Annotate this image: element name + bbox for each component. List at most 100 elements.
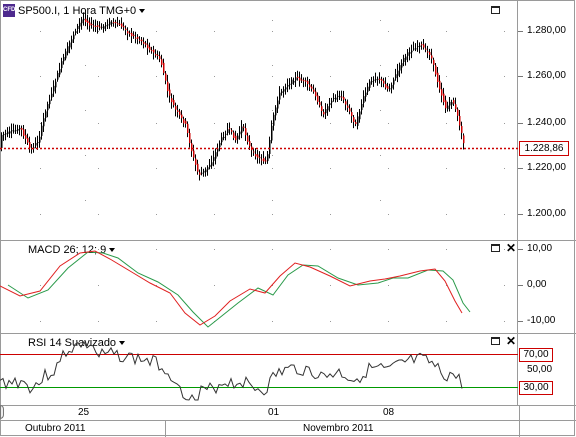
- price-candle: [127, 31, 129, 34]
- price-candle: [299, 77, 301, 81]
- price-candle: [353, 117, 355, 123]
- price-candle: [275, 107, 277, 116]
- price-candle: [361, 103, 363, 111]
- maximize-price-pane-button[interactable]: [491, 6, 500, 14]
- chevron-down-icon[interactable]: [109, 248, 116, 253]
- price-candle: [435, 65, 437, 75]
- date-axis[interactable]: 25 01 08 Outubro 2011 Novembro 2011: [0, 405, 576, 437]
- price-candle: [25, 134, 27, 139]
- price-candle: [29, 142, 31, 148]
- month-label: Outubro 2011: [25, 423, 86, 434]
- rsi-line: [0, 340, 463, 401]
- price-candle: [461, 126, 463, 133]
- price-candle: [49, 99, 51, 105]
- macd-chart[interactable]: [0, 241, 518, 334]
- price-candle: [231, 130, 233, 132]
- rsi-pane[interactable]: [0, 334, 518, 405]
- month-label: Novembro 2011: [303, 423, 374, 434]
- price-candle: [351, 112, 353, 117]
- price-candle: [307, 80, 309, 85]
- price-candle: [439, 80, 441, 90]
- price-candle: [225, 133, 227, 135]
- price-candle: [261, 159, 263, 161]
- chevron-down-icon[interactable]: [139, 9, 146, 14]
- price-candle: [51, 93, 53, 98]
- price-candle: [135, 37, 137, 39]
- price-pane-title[interactable]: SP500.I, 1 Hora TMG+0: [18, 5, 146, 17]
- price-candle: [241, 126, 243, 133]
- rsi-title[interactable]: RSI 14 Suavizado: [28, 337, 126, 349]
- price-candle: [381, 79, 383, 81]
- price-candle: [331, 100, 333, 103]
- price-chart[interactable]: [0, 0, 518, 241]
- chevron-down-icon[interactable]: [119, 341, 126, 346]
- price-candle: [223, 136, 225, 138]
- price-candle: [417, 46, 419, 48]
- price-candle: [77, 25, 79, 30]
- price-candle: [125, 28, 127, 30]
- price-candle: [293, 81, 295, 83]
- price-candle: [69, 42, 71, 48]
- price-candle: [7, 131, 9, 134]
- price-candle: [27, 137, 29, 143]
- price-candle: [425, 48, 427, 50]
- price-candle: [377, 78, 379, 80]
- price-candle: [175, 106, 177, 110]
- price-candle: [151, 50, 153, 52]
- price-candle: [457, 109, 459, 116]
- price-tick: 1.220,00: [527, 162, 566, 173]
- price-candle: [155, 53, 157, 56]
- price-candle: [23, 129, 25, 136]
- price-candle: [407, 52, 409, 56]
- price-candle: [427, 51, 429, 53]
- price-candle: [179, 111, 181, 116]
- rsi-lower-level-label: 30,00: [519, 381, 553, 395]
- rsi-upper-level-label: 70,00: [519, 348, 553, 362]
- price-tick: 1.200,00: [527, 208, 566, 219]
- price-candle: [347, 105, 349, 108]
- price-candle: [5, 133, 7, 135]
- close-icon[interactable]: ✕: [506, 241, 517, 255]
- maximize-macd-pane-button[interactable]: [491, 244, 500, 252]
- price-candle: [167, 81, 169, 92]
- scroll-handle[interactable]: [0, 405, 4, 419]
- price-candle: [97, 25, 99, 27]
- cfd-badge-icon: CFD: [3, 4, 15, 17]
- macd-pane[interactable]: [0, 241, 518, 334]
- price-candle: [313, 89, 315, 92]
- price-candle: [303, 80, 305, 82]
- price-candle: [19, 127, 21, 130]
- price-candle: [443, 93, 445, 103]
- price-candle: [413, 48, 415, 50]
- price-candle: [129, 32, 131, 34]
- price-candle: [289, 83, 291, 85]
- price-candle: [177, 110, 179, 112]
- price-candle: [321, 106, 323, 111]
- price-candle: [183, 119, 185, 124]
- price-candle: [45, 111, 47, 118]
- macd-tick: -10,00: [527, 315, 556, 326]
- close-icon[interactable]: ✕: [506, 334, 517, 348]
- maximize-rsi-pane-button[interactable]: [491, 337, 500, 345]
- price-candle: [379, 78, 381, 80]
- price-candle: [109, 21, 111, 25]
- macd-line: [0, 250, 463, 326]
- price-candle: [311, 86, 313, 89]
- rsi-chart[interactable]: [0, 334, 518, 405]
- price-candle: [335, 97, 337, 100]
- price-candle: [81, 19, 83, 24]
- price-candle: [53, 85, 55, 92]
- price-candle: [249, 141, 251, 147]
- price-candle: [193, 150, 195, 158]
- price-candle: [397, 70, 399, 76]
- price-candle: [35, 142, 37, 146]
- price-candle: [399, 65, 401, 71]
- price-candle: [185, 120, 187, 124]
- price-candle: [339, 96, 341, 98]
- price-candle: [203, 170, 205, 173]
- price-candle: [91, 23, 93, 25]
- price-pane[interactable]: [0, 0, 518, 241]
- price-candle: [113, 22, 115, 24]
- price-candle: [107, 24, 109, 26]
- price-candle: [219, 142, 221, 148]
